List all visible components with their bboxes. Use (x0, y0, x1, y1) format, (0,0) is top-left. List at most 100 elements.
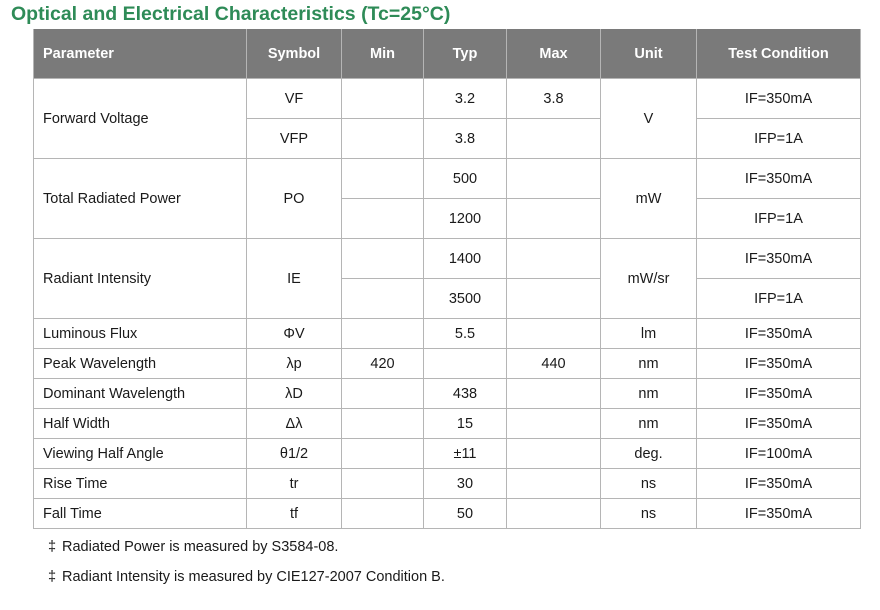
cell-min: 420 (341, 348, 424, 379)
cell-max (506, 438, 601, 469)
characteristics-table: Parameter Symbol Min Typ Max Unit Test C… (33, 29, 861, 529)
header-typ: Typ (423, 29, 507, 79)
header-condition: Test Condition (696, 29, 861, 79)
table-row: Forward Voltage VF 3.2 3.8 V IF=350mA (33, 78, 861, 159)
cell-min (341, 158, 424, 199)
table-row: Luminous Flux ΦV 5.5 lm IF=350mA (33, 318, 861, 349)
cell-symbol: IE (246, 238, 342, 319)
cell-parameter: Fall Time (33, 498, 247, 529)
cell-max (506, 408, 601, 439)
cell-min (341, 438, 424, 469)
table-row: Half Width Δλ 15 nm IF=350mA (33, 408, 861, 439)
table-row: Fall Time tf 50 ns IF=350mA (33, 498, 861, 529)
cell-condition: IF=100mA (696, 438, 861, 469)
double-dagger-marker: ‡ (48, 539, 57, 555)
cell-parameter: Half Width (33, 408, 247, 439)
cell-symbol: Δλ (246, 408, 342, 439)
table-row: Peak Wavelength λp 420 440 nm IF=350mA (33, 348, 861, 379)
table-row: Radiant Intensity IE 1400 mW/sr IF=350mA (33, 238, 861, 319)
cell-symbol: λD (246, 378, 342, 409)
page-title: Optical and Electrical Characteristics (… (11, 3, 451, 25)
cell-parameter: Dominant Wavelength (33, 378, 247, 409)
cell-condition: IF=350mA (696, 378, 861, 409)
cell-parameter: Rise Time (33, 468, 247, 499)
cell-unit: lm (600, 318, 697, 349)
cell-typ: 500 (423, 158, 507, 199)
cell-unit: mW (600, 158, 697, 239)
cell-symbol: tf (246, 498, 342, 529)
cell-unit: nm (600, 348, 697, 379)
cell-max (506, 318, 601, 349)
cell-typ: 1200 (423, 198, 507, 239)
cell-min (341, 408, 424, 439)
cell-min (341, 378, 424, 409)
cell-min (341, 118, 424, 159)
cell-typ: 5.5 (423, 318, 507, 349)
cell-symbol: θ1/2 (246, 438, 342, 469)
cell-min (341, 278, 424, 319)
cell-condition: IFP=1A (696, 198, 861, 239)
cell-min (341, 238, 424, 279)
cell-parameter: Luminous Flux (33, 318, 247, 349)
cell-parameter: Forward Voltage (33, 78, 247, 159)
cell-unit: ns (600, 468, 697, 499)
footnote-radiant-intensity: ‡ Radiant Intensity is measured by CIE127… (48, 569, 445, 585)
cell-max (506, 468, 601, 499)
cell-symbol: VFP (246, 118, 342, 159)
cell-typ (423, 348, 507, 379)
cell-min (341, 318, 424, 349)
table-row: Rise Time tr 30 ns IF=350mA (33, 468, 861, 499)
cell-parameter: Viewing Half Angle (33, 438, 247, 469)
table-row: Total Radiated Power PO 500 mW IF=350mA (33, 158, 861, 239)
cell-typ: 30 (423, 468, 507, 499)
cell-condition: IF=350mA (696, 78, 861, 119)
cell-typ: 438 (423, 378, 507, 409)
cell-max (506, 158, 601, 199)
cell-condition: IFP=1A (696, 118, 861, 159)
cell-symbol: ΦV (246, 318, 342, 349)
cell-typ: 3500 (423, 278, 507, 319)
cell-typ: 3.8 (423, 118, 507, 159)
cell-max (506, 198, 601, 239)
cell-condition: IF=350mA (696, 468, 861, 499)
header-max: Max (506, 29, 601, 79)
cell-condition: IF=350mA (696, 408, 861, 439)
cell-symbol: tr (246, 468, 342, 499)
footnote-text: Radiated Power is measured by S3584-08. (62, 539, 339, 555)
cell-unit: nm (600, 378, 697, 409)
cell-typ: 3.2 (423, 78, 507, 119)
header-min: Min (341, 29, 424, 79)
cell-unit: ns (600, 498, 697, 529)
cell-typ: 50 (423, 498, 507, 529)
cell-parameter: Total Radiated Power (33, 158, 247, 239)
cell-min (341, 468, 424, 499)
cell-condition: IF=350mA (696, 348, 861, 379)
cell-max (506, 498, 601, 529)
cell-min (341, 198, 424, 239)
cell-max (506, 238, 601, 279)
cell-parameter: Peak Wavelength (33, 348, 247, 379)
cell-max (506, 278, 601, 319)
header-unit: Unit (600, 29, 697, 79)
cell-min (341, 498, 424, 529)
cell-unit: deg. (600, 438, 697, 469)
cell-condition: IF=350mA (696, 318, 861, 349)
cell-unit: mW/sr (600, 238, 697, 319)
cell-max (506, 378, 601, 409)
footnote-radiated-power: ‡ Radiated Power is measured by S3584-08. (48, 539, 338, 555)
cell-min (341, 78, 424, 119)
cell-condition: IF=350mA (696, 158, 861, 199)
cell-typ: 1400 (423, 238, 507, 279)
cell-typ: ±11 (423, 438, 507, 469)
table-header-row: Parameter Symbol Min Typ Max Unit Test C… (33, 29, 861, 79)
table-row: Dominant Wavelength λD 438 nm IF=350mA (33, 378, 861, 409)
cell-unit: V (600, 78, 697, 159)
header-symbol: Symbol (246, 29, 342, 79)
header-parameter: Parameter (33, 29, 247, 79)
cell-symbol: λp (246, 348, 342, 379)
cell-max: 440 (506, 348, 601, 379)
footnote-text: Radiant Intensity is measured by CIE127-… (62, 569, 445, 585)
cell-symbol: PO (246, 158, 342, 239)
cell-condition: IF=350mA (696, 238, 861, 279)
double-dagger-marker: ‡ (48, 569, 57, 585)
